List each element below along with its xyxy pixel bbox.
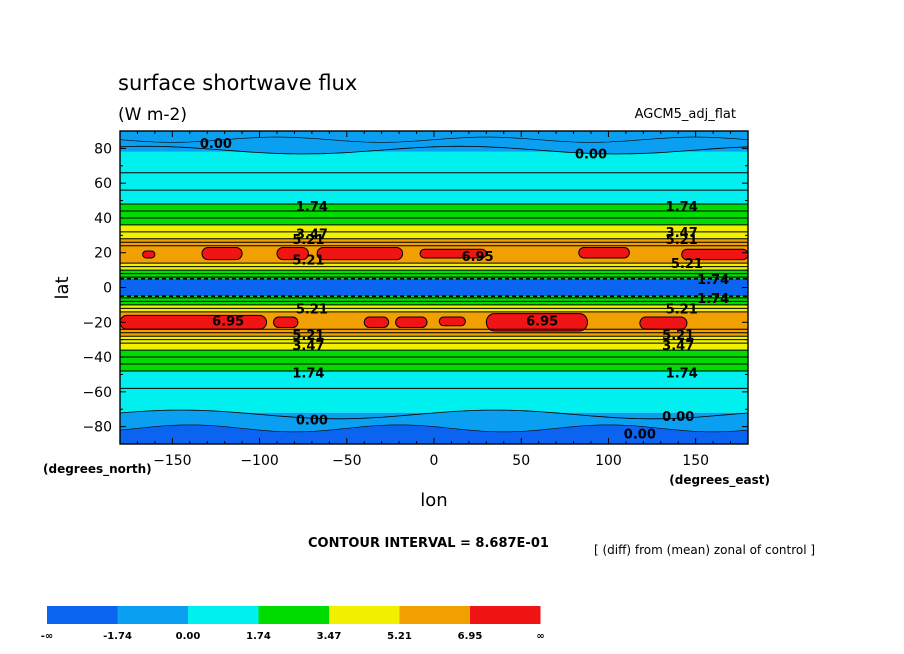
contour-label-14: 5.21 xyxy=(666,302,698,317)
colorbar-swatch-1 xyxy=(117,606,188,624)
x-tick-label-3: 0 xyxy=(430,453,439,469)
colorbar-swatch-5 xyxy=(399,606,470,624)
x-tick-label-5: 100 xyxy=(595,453,622,469)
x-tick-label-6: 150 xyxy=(682,453,709,469)
hot-spot-13 xyxy=(639,316,688,330)
south-polar-core xyxy=(120,424,748,444)
contour-label-23: 0.00 xyxy=(296,414,328,429)
colorbar-label-7: ∞ xyxy=(536,631,544,642)
x-tick-label-1: −100 xyxy=(240,453,278,469)
band-1 xyxy=(120,151,748,173)
x-tick-label-2: −50 xyxy=(332,453,362,469)
plot-area xyxy=(120,131,748,444)
hot-spot-11 xyxy=(438,316,466,327)
units-label: (W m-2) xyxy=(118,105,187,125)
y-tick-label-3: 20 xyxy=(94,246,112,262)
contour-label-18: 3.47 xyxy=(292,339,324,354)
y-tick-label-4: 0 xyxy=(103,281,112,297)
colorbar-label-5: 5.21 xyxy=(387,631,412,642)
y-units-label: (degrees_north) xyxy=(43,462,152,477)
y-tick-label-5: −20 xyxy=(82,315,112,331)
band-9 xyxy=(120,296,748,305)
y-tick-label-8: −80 xyxy=(82,420,112,436)
colorbar-swatch-2 xyxy=(188,606,259,624)
hot-spot-6 xyxy=(681,248,748,261)
colorbar-swatch-0 xyxy=(47,606,118,624)
contour-label-7: 5.21 xyxy=(666,233,698,248)
band-3 xyxy=(120,204,748,225)
x-tick-label-4: 50 xyxy=(512,453,530,469)
contour-label-4: 3.47 xyxy=(296,228,328,243)
contour-label-19: 5.21 xyxy=(662,328,694,343)
contour-label-2: 1.74 xyxy=(296,200,328,215)
diff-note: [ (diff) from (mean) zonal of control ] xyxy=(594,543,815,557)
contour-label-8: 6.95 xyxy=(462,250,494,265)
y-tick-label-1: 60 xyxy=(94,176,112,192)
contour-label-16: 6.95 xyxy=(526,315,558,330)
hot-spot-0 xyxy=(142,250,156,259)
contour-label-11: 1.74 xyxy=(697,273,729,288)
contour-label-24: 0.00 xyxy=(662,410,694,425)
band-13 xyxy=(120,350,748,371)
colorbar-swatch-6 xyxy=(470,606,541,624)
colorbar-swatch-3 xyxy=(258,606,329,624)
colorbar-label-6: 6.95 xyxy=(458,631,483,642)
colorbar-label-2: 0.00 xyxy=(176,631,201,642)
colorbar-label-4: 3.47 xyxy=(317,631,342,642)
colorbar-label-3: 1.74 xyxy=(246,631,271,642)
hot-spot-7 xyxy=(120,314,268,330)
x-units-label: (degrees_east) xyxy=(669,473,770,488)
contour-label-15: 6.95 xyxy=(212,315,244,330)
contour-label-21: 1.74 xyxy=(292,367,324,382)
band-8 xyxy=(120,278,748,297)
y-tick-label-2: 40 xyxy=(94,211,112,227)
contour-interval: CONTOUR INTERVAL = 8.687E-01 xyxy=(308,536,549,551)
contour-label-13: 5.21 xyxy=(296,302,328,317)
contour-label-1: 0.00 xyxy=(575,148,607,163)
hot-spot-9 xyxy=(363,316,390,328)
hot-spot-1 xyxy=(201,247,243,261)
colorbar-label-0: -∞ xyxy=(41,631,53,642)
contour-label-20: 3.47 xyxy=(662,339,694,354)
hot-spot-3 xyxy=(316,247,404,261)
y-tick-label-7: −60 xyxy=(82,385,112,401)
band-2 xyxy=(120,172,748,205)
hot-spot-8 xyxy=(273,316,299,328)
y-tick-label-6: −40 xyxy=(82,350,112,366)
x-axis-label: lon xyxy=(420,490,447,511)
model-label: AGCM5_adj_flat xyxy=(635,107,736,122)
contour-label-22: 1.74 xyxy=(666,367,698,382)
colorbar: -∞ -1.74 0.00 1.74 3.47 5.21 6.95 ∞ xyxy=(41,606,545,642)
hot-spot-10 xyxy=(395,316,428,328)
band-7 xyxy=(120,270,748,279)
colorbar-swatch-4 xyxy=(329,606,400,624)
contour-label-0: 0.00 xyxy=(200,137,232,152)
y-tick-label-0: 80 xyxy=(94,141,112,157)
hot-spot-4 xyxy=(419,248,487,259)
x-tick-label-0: −150 xyxy=(153,453,191,469)
hot-spot-5 xyxy=(578,247,630,259)
hot-spot-12 xyxy=(485,313,589,332)
hot-spot-2 xyxy=(276,247,309,261)
contour-label-9: 5.21 xyxy=(292,254,324,269)
chart-title: surface shortwave flux xyxy=(118,71,357,95)
contour-label-6: 3.47 xyxy=(666,226,698,241)
contour-label-5: 5.21 xyxy=(292,233,324,248)
colorbar-label-1: -1.74 xyxy=(103,631,132,642)
y-axis-label: lat xyxy=(52,276,73,299)
band-14 xyxy=(120,370,748,413)
contour-label-17: 5.21 xyxy=(292,328,324,343)
contour-label-25: 0.00 xyxy=(624,428,656,443)
contour-label-3: 1.74 xyxy=(666,200,698,215)
contour-label-12: 1.74 xyxy=(697,292,729,307)
contour-label-10: 5.21 xyxy=(671,257,703,272)
